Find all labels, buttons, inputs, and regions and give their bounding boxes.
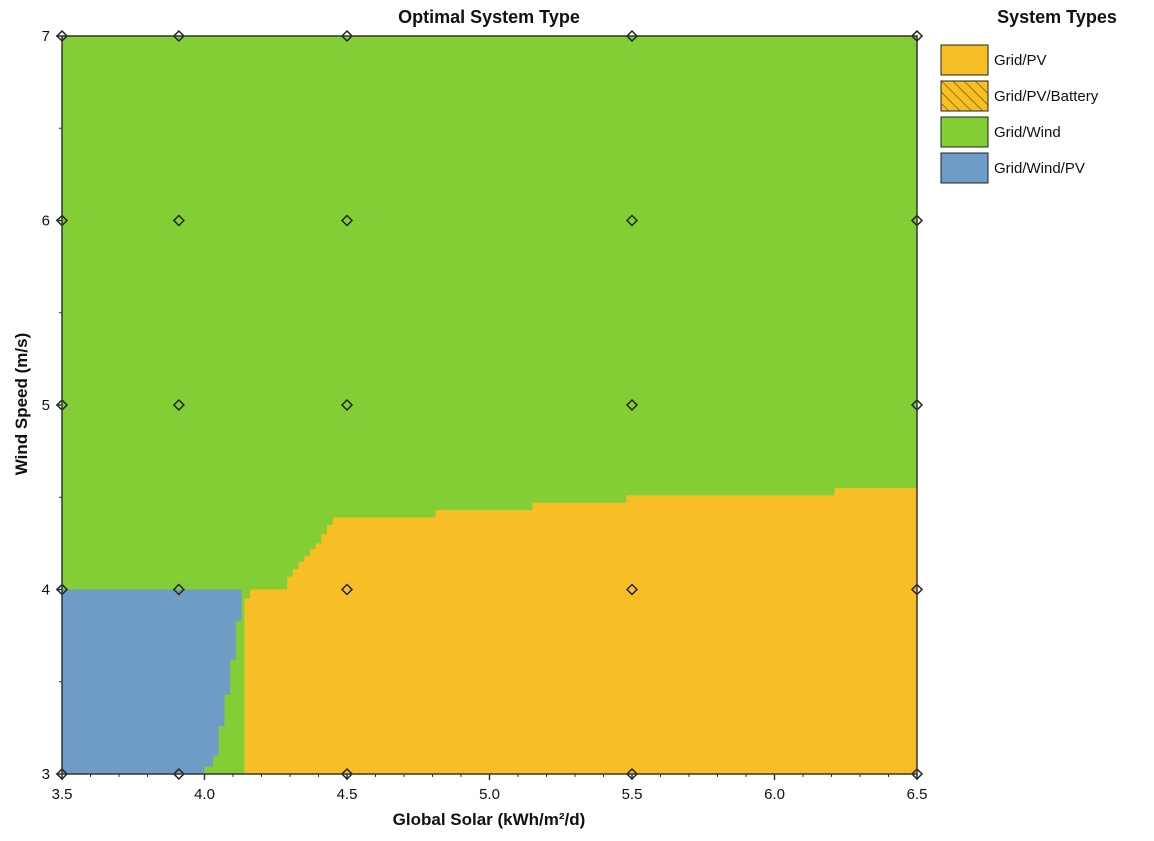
- grid-marker-22: [172, 29, 185, 43]
- legend-swatch-grid-pv-battery: [940, 80, 989, 112]
- y-tick-label-1: 3: [42, 766, 50, 783]
- y-axis-title: Wind Speed (m/s): [12, 333, 31, 475]
- axes: 3.5 4.0 4.5 5.0 5.5 6.0 6.5 3 4 5 6 7: [42, 28, 928, 803]
- grid-marker-12: [172, 398, 185, 412]
- legend-swatch-grid-wind: [940, 116, 989, 148]
- legend-title: System Types: [997, 7, 1117, 27]
- legend: Grid/PV Grid/PV/Battery Grid/Wind Grid/Wind…: [940, 44, 1099, 184]
- x-tick-label-6: 6.0: [764, 786, 785, 803]
- grid-marker-14: [625, 398, 639, 412]
- grid-marker-19: [625, 214, 639, 227]
- grid-marker-23: [340, 29, 354, 43]
- grid-marker-18: [340, 214, 354, 227]
- legend-swatch-grid-pv: [940, 44, 989, 76]
- x-tick-label-7: 6.5: [907, 786, 928, 803]
- chart-title: Optimal System Type: [398, 7, 580, 27]
- grid-marker-17: [172, 214, 185, 227]
- y-tick-label-3: 5: [42, 397, 50, 414]
- plot-area: [62, 36, 917, 774]
- y-tick-label-5: 7: [42, 28, 50, 45]
- grid-marker-24: [625, 29, 639, 43]
- x-tick-label-4: 5.0: [479, 786, 500, 803]
- region-grid-wind-pv: [62, 589, 242, 774]
- region-grid-pv: [244, 488, 917, 774]
- legend-label-grid-wind-pv: Grid/Wind/PV: [994, 160, 1085, 177]
- x-axis-title: Global Solar (kWh/m²/d): [393, 810, 586, 829]
- grid-marker-8: [340, 583, 354, 596]
- x-tick-label-3: 4.5: [337, 786, 358, 803]
- x-tick-label-2: 4.0: [194, 786, 215, 803]
- x-tick-label-1: 3.5: [52, 786, 73, 803]
- y-tick-label-2: 4: [42, 582, 50, 599]
- grid-marker-7: [172, 583, 185, 596]
- grid-marker-2: [172, 767, 185, 781]
- grid-marker-9: [625, 583, 639, 596]
- grid-marker-13: [340, 398, 354, 412]
- legend-label-grid-pv-battery: Grid/PV/Battery: [994, 88, 1099, 105]
- x-tick-label-5: 5.5: [622, 786, 643, 803]
- legend-swatch-grid-wind-pv: [940, 152, 989, 184]
- y-tick-label-4: 6: [42, 213, 50, 230]
- legend-label-grid-pv: Grid/PV: [994, 52, 1047, 69]
- legend-label-grid-wind: Grid/Wind: [994, 124, 1061, 141]
